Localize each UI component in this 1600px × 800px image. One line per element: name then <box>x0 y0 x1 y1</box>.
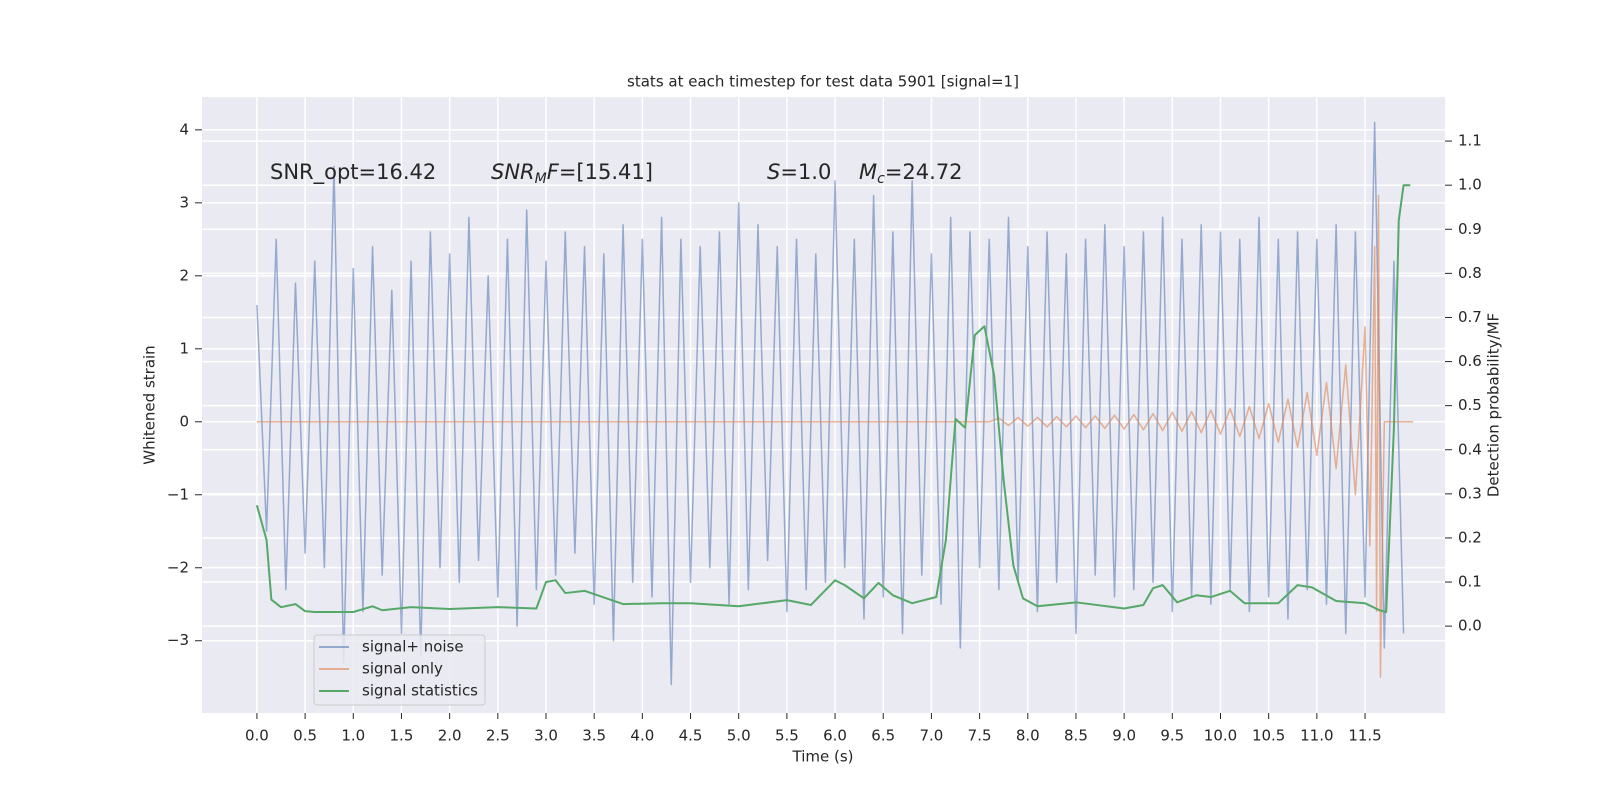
y-tick-label: 3 <box>179 193 189 211</box>
x-tick-label: 7.0 <box>919 727 943 745</box>
y2-tick-label: 0.7 <box>1458 308 1482 326</box>
y2-tick-label: 0.8 <box>1458 264 1482 282</box>
y2-tick-label: 1.1 <box>1458 132 1482 150</box>
x-tick-label: 11.0 <box>1300 727 1333 745</box>
x-tick-label: 7.5 <box>968 727 992 745</box>
y2-tick-label: 0.5 <box>1458 396 1482 414</box>
y2-tick-label: 0.2 <box>1458 528 1482 546</box>
y2-tick-label: 0.0 <box>1458 617 1482 635</box>
y2-tick-label: 0.4 <box>1458 440 1482 458</box>
x-tick-label: 8.5 <box>1064 727 1088 745</box>
x-tick-label: 1.0 <box>341 727 365 745</box>
y2-tick-label: 0.1 <box>1458 573 1482 591</box>
x-tick-label: 10.0 <box>1204 727 1237 745</box>
y-tick-label: −3 <box>167 631 189 649</box>
x-tick-label: 5.5 <box>775 727 799 745</box>
x-tick-label: 2.5 <box>486 727 510 745</box>
x-tick-label: 1.5 <box>390 727 414 745</box>
annotation-part: c <box>877 171 885 187</box>
data-line <box>256 121 1405 686</box>
x-tick-label: 4.5 <box>679 727 703 745</box>
annotation-part: =1.0 <box>780 160 831 184</box>
legend-box <box>313 634 486 706</box>
y-tick-label: 1 <box>179 339 189 357</box>
annotation: Mc=24.72 <box>859 160 963 187</box>
axes-layer: 0.0 0.5 1.0 1.5 2.0 2.5 3.0 3.5 4.0 4.5 5.0 5.5 6.0 6… <box>167 120 1482 744</box>
x-tick-label: 6.0 <box>823 727 847 745</box>
x-tick-label: 3.5 <box>582 727 606 745</box>
x-axis-label: Time (s) <box>792 748 854 766</box>
series-layer <box>255 121 1414 686</box>
x-tick-label: 8.0 <box>1016 727 1040 745</box>
y2-tick-label: 0.6 <box>1458 352 1482 370</box>
x-tick-label: 4.0 <box>630 727 654 745</box>
annotation-part: SNR_opt=16.42 <box>270 160 436 185</box>
x-tick-label: 9.5 <box>1160 727 1184 745</box>
annotation: SNRMF=[15.41] <box>491 160 653 187</box>
annotation-part: =24.72 <box>885 160 963 184</box>
chart-title: stats at each timestep for test data 590… <box>627 73 1019 91</box>
y-tick-label: −2 <box>167 558 189 576</box>
x-tick-label: 0.5 <box>293 727 317 745</box>
annotation-part: M <box>535 171 547 187</box>
x-tick-label: 10.5 <box>1252 727 1285 745</box>
legend-label: signal+ noise <box>362 638 464 656</box>
x-tick-label: 2.0 <box>438 727 462 745</box>
x-tick-label: 5.0 <box>727 727 751 745</box>
y2-tick-label: 1.0 <box>1458 176 1482 194</box>
annotation: SNR_opt=16.42 <box>270 160 436 185</box>
y2-tick-label: 0.3 <box>1458 484 1482 502</box>
annotation-part: S <box>767 160 780 184</box>
data-line <box>256 194 1414 678</box>
y2-tick-label: 0.9 <box>1458 220 1482 238</box>
x-tick-label: 11.5 <box>1348 727 1381 745</box>
annotation: S=1.0 <box>767 160 831 184</box>
x-tick-label: 9.0 <box>1112 727 1136 745</box>
legend-label: signal only <box>362 660 443 678</box>
y-tick-label: 2 <box>179 266 189 284</box>
y-tick-label: 4 <box>179 120 189 138</box>
y-tick-label: −1 <box>167 485 189 503</box>
y-axis-label: Whitened strain <box>141 345 159 464</box>
x-tick-label: 6.5 <box>871 727 895 745</box>
legend: signal+ noise signal only signal statistic… <box>313 634 486 706</box>
y2-axis-label: Detection probability/MF <box>1485 313 1503 497</box>
x-tick-label: 3.0 <box>534 727 558 745</box>
legend-label: signal statistics <box>362 682 478 700</box>
data-line <box>255 184 1411 614</box>
annotation-part: F <box>547 160 560 184</box>
y-tick-label: 0 <box>179 412 189 430</box>
annotation-part: =[15.41] <box>559 160 653 184</box>
annotation-part: M <box>859 160 877 184</box>
annotation-part: SNR <box>491 160 535 184</box>
x-tick-label: 0.0 <box>245 727 269 745</box>
